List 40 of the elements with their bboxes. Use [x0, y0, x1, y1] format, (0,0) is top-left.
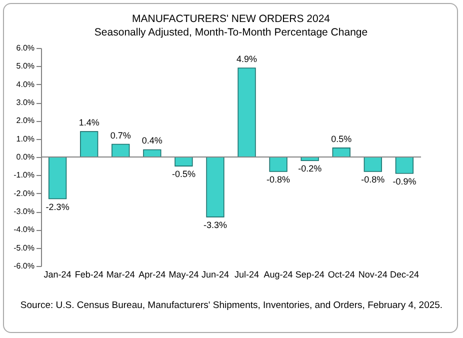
y-tick-label: 3.0%	[16, 98, 34, 107]
y-tick-label: 0.0%	[16, 152, 34, 162]
data-label: -0.2%	[298, 164, 322, 174]
x-tick-label: May-24	[168, 270, 199, 280]
data-label: -0.5%	[172, 169, 196, 180]
x-tick-label: Nov-24	[358, 270, 388, 280]
x-tick-label: Dec-24	[390, 270, 419, 280]
y-tick-label: -6.0%	[14, 262, 34, 270]
data-label: 4.9%	[236, 54, 258, 64]
x-tick-label: Mar-24	[106, 270, 135, 280]
x-tick-label: Jan-24	[44, 270, 72, 280]
x-tick-label: Feb-24	[74, 270, 104, 280]
data-label: -0.8%	[266, 174, 290, 185]
x-tick-label: Sep-24	[295, 270, 324, 280]
y-tick-label: 4.0%	[16, 80, 34, 89]
x-tick-label: Apr-24	[138, 270, 166, 280]
data-label: -3.3%	[203, 220, 227, 230]
y-tick-label: -3.0%	[14, 207, 34, 216]
chart-subtitle: Seasonally Adjusted, Month-To-Month Percentage Change	[94, 26, 368, 38]
data-label: 0.5%	[331, 134, 352, 144]
x-tick-label: Jul-24	[234, 270, 260, 280]
data-label: 0.4%	[142, 136, 162, 146]
y-tick-label: 6.0%	[16, 44, 34, 52]
y-tick-label: -1.0%	[14, 170, 34, 180]
y-tick-label: -2.0%	[14, 188, 34, 198]
x-tick-label: Aug-24	[264, 270, 293, 280]
data-label: -0.8%	[361, 174, 385, 185]
y-tick-label: 5.0%	[16, 62, 34, 71]
data-label: 0.7%	[110, 130, 131, 140]
x-tick-label: Oct-24	[328, 270, 355, 280]
y-tick-label: 1.0%	[16, 134, 34, 144]
chart-title: MANUFACTURERS' NEW ORDERS 2024	[132, 13, 330, 25]
x-tick-label: Jun-24	[201, 270, 229, 280]
y-tick-label: 2.0%	[16, 116, 34, 126]
data-label: 1.4%	[78, 118, 100, 128]
data-label: -2.3%	[46, 202, 70, 212]
y-tick-label: -4.0%	[14, 225, 34, 234]
source-note: Source: U.S. Census Bureau, Manufacturers' Shipments, Inventories, and Orders, February 4, 2025.	[19, 300, 444, 311]
data-label: -0.9%	[392, 176, 416, 186]
y-tick-label: -5.0%	[14, 243, 34, 252]
